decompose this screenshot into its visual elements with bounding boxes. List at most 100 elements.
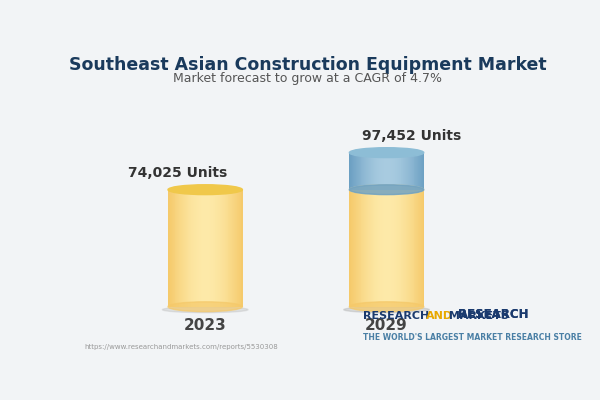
Bar (396, 153, 397, 190)
Bar (391, 190, 392, 307)
Bar (179, 190, 181, 307)
Bar (403, 153, 404, 190)
Bar (406, 190, 407, 307)
Bar (398, 190, 399, 307)
Bar (230, 190, 232, 307)
Bar (366, 153, 367, 190)
Bar (359, 190, 360, 307)
Bar (362, 190, 364, 307)
Bar (409, 190, 410, 307)
Bar (422, 190, 423, 307)
Text: 2023: 2023 (184, 318, 227, 332)
Bar (361, 153, 362, 190)
Bar (202, 190, 203, 307)
Ellipse shape (168, 302, 242, 312)
Bar (373, 153, 374, 190)
Bar (410, 153, 411, 190)
Bar (192, 190, 193, 307)
Bar (367, 190, 368, 307)
Bar (401, 190, 403, 307)
Bar (385, 190, 386, 307)
Bar (397, 153, 398, 190)
Bar (388, 153, 389, 190)
Bar (183, 190, 184, 307)
Bar (239, 190, 240, 307)
Bar (195, 190, 196, 307)
Bar (413, 190, 415, 307)
Bar (408, 190, 409, 307)
Bar (207, 190, 208, 307)
Bar (367, 153, 368, 190)
Bar (194, 190, 195, 307)
Bar (358, 190, 359, 307)
Ellipse shape (168, 185, 242, 195)
Bar (205, 190, 206, 307)
Text: 74,025 Units: 74,025 Units (128, 166, 227, 180)
Bar (419, 190, 420, 307)
Bar (369, 190, 370, 307)
Bar (353, 190, 354, 307)
Bar (185, 190, 186, 307)
Bar (376, 153, 377, 190)
Bar (184, 190, 185, 307)
Bar (411, 190, 412, 307)
Bar (404, 190, 406, 307)
Bar (413, 153, 414, 190)
Bar (370, 190, 371, 307)
Bar (365, 190, 367, 307)
Bar (376, 190, 377, 307)
Bar (383, 153, 384, 190)
Text: THE WORLD'S LARGEST MARKET RESEARCH STORE: THE WORLD'S LARGEST MARKET RESEARCH STOR… (364, 333, 582, 342)
Bar (181, 190, 182, 307)
Bar (401, 153, 403, 190)
Bar (193, 190, 194, 307)
Bar (355, 190, 356, 307)
Bar (379, 190, 380, 307)
Bar (356, 153, 357, 190)
Bar (412, 153, 413, 190)
Bar (394, 190, 395, 307)
Bar (422, 153, 423, 190)
Bar (380, 190, 381, 307)
Bar (407, 190, 408, 307)
Bar (169, 190, 170, 307)
Bar (229, 190, 230, 307)
Bar (409, 153, 410, 190)
Bar (378, 190, 379, 307)
Bar (413, 190, 414, 307)
Bar (379, 153, 380, 190)
Bar (175, 190, 176, 307)
Bar (418, 190, 419, 307)
Bar (392, 190, 393, 307)
Bar (241, 190, 242, 307)
Text: https://www.researchandmarkets.com/reports/5530308: https://www.researchandmarkets.com/repor… (84, 344, 278, 350)
Bar (185, 190, 187, 307)
Bar (212, 190, 213, 307)
Bar (168, 190, 169, 307)
Ellipse shape (163, 307, 248, 313)
Bar (214, 190, 215, 307)
Bar (392, 153, 393, 190)
Bar (220, 190, 221, 307)
Bar (352, 190, 353, 307)
Bar (217, 190, 218, 307)
Bar (377, 153, 379, 190)
Bar (385, 153, 386, 190)
Bar (187, 190, 188, 307)
Bar (353, 153, 354, 190)
Bar (415, 153, 416, 190)
Bar (241, 190, 242, 307)
Bar (349, 190, 350, 307)
Bar (359, 153, 361, 190)
Bar (389, 190, 391, 307)
Bar (210, 190, 211, 307)
Bar (364, 190, 365, 307)
Bar (173, 190, 175, 307)
Bar (209, 190, 210, 307)
Bar (416, 190, 418, 307)
Bar (394, 153, 395, 190)
Ellipse shape (349, 302, 424, 312)
Bar (211, 190, 212, 307)
Bar (368, 153, 369, 190)
Bar (406, 153, 407, 190)
